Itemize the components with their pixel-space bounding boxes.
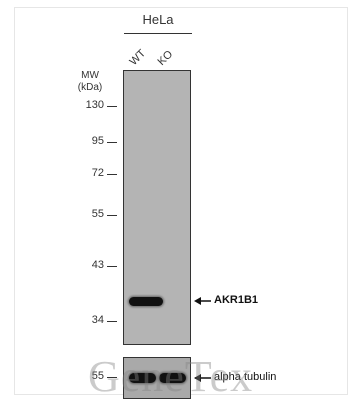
marker-130: 130: [85, 99, 104, 111]
arrow-left-icon: [194, 374, 211, 382]
blot-panel-loading-control: [123, 357, 191, 399]
marker-72: 72: [91, 167, 104, 179]
cell-line-bracket: [124, 33, 192, 34]
marker-tick: [107, 266, 117, 267]
marker-tick: [107, 106, 117, 107]
marker-95: 95: [91, 135, 104, 147]
band-tubulin-wt: [129, 373, 156, 383]
marker-34: 34: [91, 314, 104, 326]
arrow-left-icon: [194, 297, 211, 305]
loading-control-label: alpha tubulin: [214, 371, 277, 383]
blot-panel-main: [123, 70, 191, 345]
mw-title: MW (kDa): [70, 70, 110, 94]
band-akr1b1-wt: [129, 297, 163, 306]
marker-tick: [107, 215, 117, 216]
marker-tick: [107, 321, 117, 322]
mw-title-line1: MW: [81, 70, 99, 81]
marker-tick: [107, 377, 117, 378]
cell-line-label: HeLa: [142, 12, 174, 27]
band-tubulin-ko: [159, 373, 186, 383]
marker-43: 43: [91, 259, 104, 271]
marker-tick: [107, 174, 117, 175]
mw-title-line2: (kDa): [77, 82, 103, 93]
lower-marker-55: 55: [91, 370, 104, 382]
watermark: GeneTex: [88, 352, 254, 401]
marker-55: 55: [91, 208, 104, 220]
marker-tick: [107, 142, 117, 143]
target-label: AKR1B1: [214, 294, 259, 306]
